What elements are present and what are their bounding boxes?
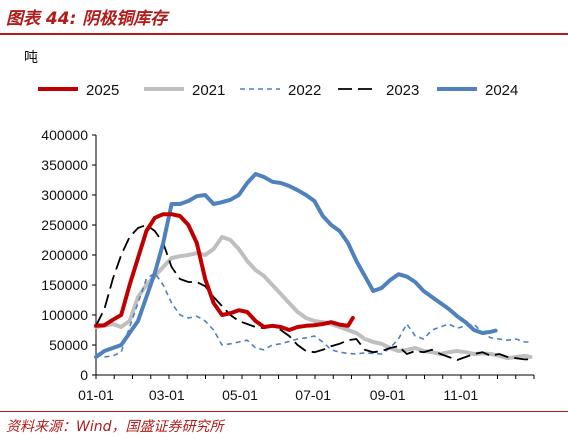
x-tick-label: 11-01 (443, 387, 478, 403)
y-tick-label: 300000 (41, 187, 88, 203)
figure-title: 图表 44: 阴极铜库存 (6, 9, 168, 29)
series-line-2023 (95, 224, 531, 361)
x-axis: 01-01 03-01 05-01 07-01 09-01 11-01 (78, 374, 535, 403)
x-tick-label: 05-01 (222, 387, 258, 403)
legend: 2025 2021 2022 2023 2024 (38, 82, 518, 99)
legend-label-2023: 2023 (386, 82, 419, 99)
legend-label-2025: 2025 (86, 82, 119, 99)
unit-label: 吨 (24, 50, 38, 66)
series-line-2025 (94, 212, 355, 332)
y-tick-label: 150000 (41, 277, 88, 293)
y-tick-label: 200000 (41, 247, 88, 263)
legend-label-2021: 2021 (192, 82, 225, 99)
y-tick-label: 50000 (49, 337, 88, 353)
title-rule (0, 33, 568, 35)
plot-area (94, 172, 533, 361)
y-axis: 0 50000 100000 150000 200000 250000 300000 3500… (41, 127, 97, 383)
x-tick-label: 01-01 (78, 387, 114, 403)
legend-label-2022: 2022 (288, 82, 321, 99)
x-tick-label: 07-01 (295, 387, 331, 403)
source-note: 资料来源：Wind，国盛证券研究所 (6, 419, 224, 435)
series-line-2024 (94, 172, 498, 359)
y-tick-label: 0 (80, 367, 88, 383)
series-line-2022 (95, 272, 531, 358)
y-tick-label: 100000 (41, 307, 88, 323)
footer-rule (0, 411, 568, 412)
y-tick-label: 350000 (41, 157, 88, 173)
y-tick-label: 250000 (41, 217, 88, 233)
x-tick-label: 09-01 (370, 387, 406, 403)
y-tick-label: 400000 (41, 127, 88, 143)
legend-label-2024: 2024 (485, 82, 518, 99)
x-tick-label: 03-01 (149, 387, 185, 403)
